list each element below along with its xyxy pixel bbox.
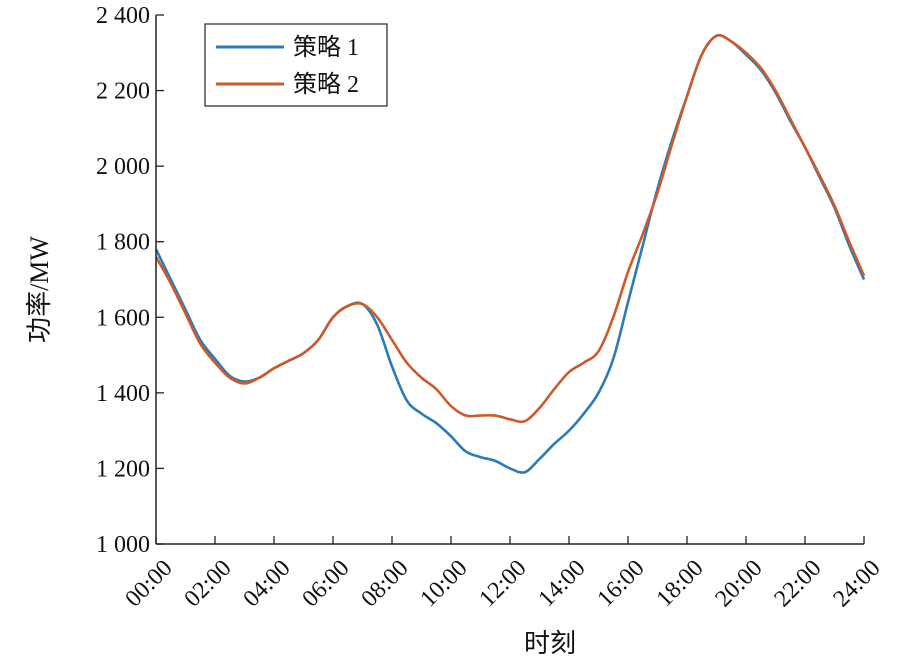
x-axis-title: 时刻 bbox=[524, 629, 576, 658]
y-axis-ticks: 1 000 1 200 1 400 1 600 1 800 2 000 2 200 2 400 bbox=[96, 3, 164, 558]
y-tick-label: 2 200 bbox=[96, 79, 150, 105]
y-tick-label: 1 600 bbox=[96, 305, 150, 331]
legend-box bbox=[204, 23, 388, 107]
y-axis-title: 功率/MW bbox=[25, 236, 54, 343]
series-line-2 bbox=[154, 33, 866, 424]
legend: 策略 1 策略 2 bbox=[204, 23, 388, 107]
legend-label-series-1: 策略 1 bbox=[293, 34, 359, 61]
legend-label-series-2: 策略 2 bbox=[293, 71, 359, 98]
y-tick-label: 1 400 bbox=[96, 381, 150, 407]
y-tick-label: 2 000 bbox=[96, 154, 150, 180]
y-tick-label: 1 000 bbox=[96, 532, 150, 558]
y-tick-label: 1 800 bbox=[96, 230, 150, 256]
y-tick-label: 2 400 bbox=[96, 3, 150, 29]
y-tick-label: 1 200 bbox=[96, 456, 150, 482]
series-layer bbox=[154, 33, 866, 474]
